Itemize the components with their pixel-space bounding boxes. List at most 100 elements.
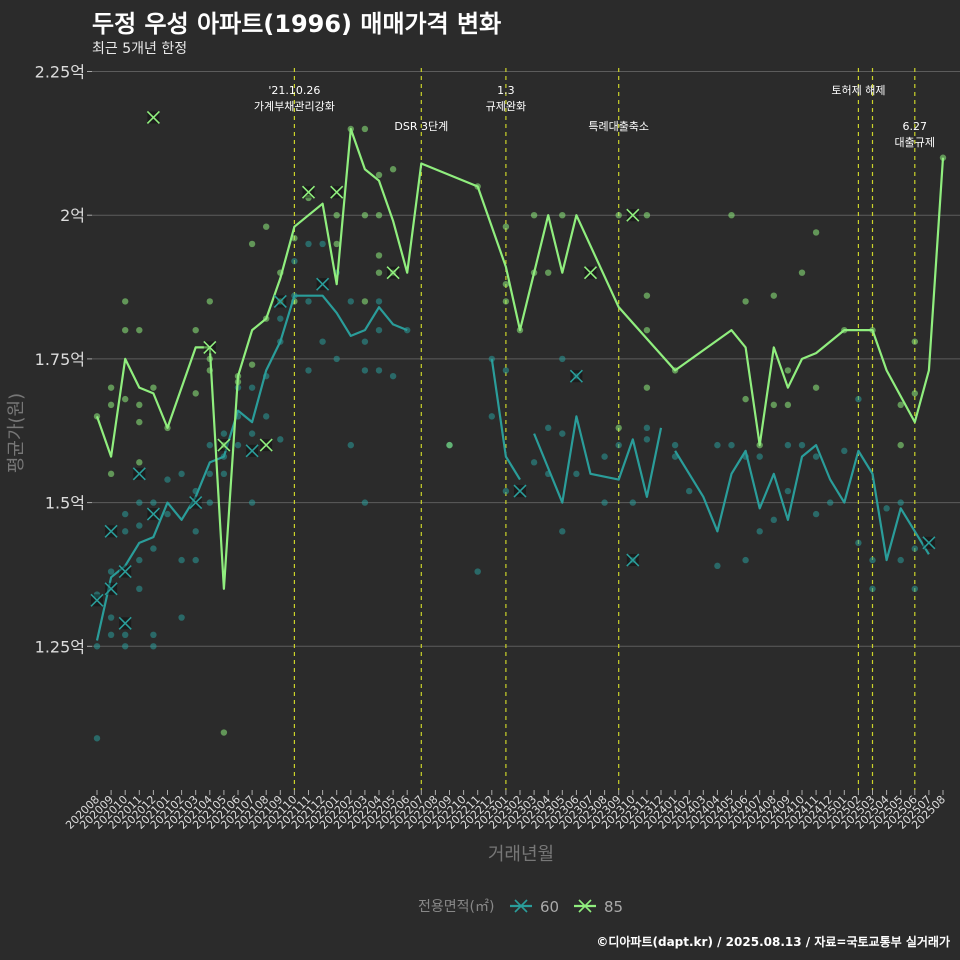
data-point-60 [714,562,721,570]
data-point-60 [784,487,792,495]
data-point-60 [911,545,918,552]
data-point-60 [178,614,185,621]
annotation-label: DSR 3단계 [394,120,448,133]
data-point-85 [389,166,397,173]
legend-title: 전용면적(㎡) [418,899,494,915]
legend-item-85: 85 [574,898,623,916]
data-point-60 [220,430,228,437]
data-point-85 [375,211,383,219]
data-point-85 [798,269,806,276]
data-point-85 [333,211,340,219]
annotation-label: 가계부채관리강화 [254,100,335,113]
x-marker-85 [626,208,640,222]
data-point-60 [911,585,918,593]
data-point-60 [559,528,566,535]
data-point-60 [291,257,298,265]
data-point-60 [93,643,101,650]
data-point-60 [248,499,256,506]
legend-item-60: 60 [510,898,559,916]
data-point-85 [375,252,383,259]
average-price-lines [95,127,945,641]
data-point-85 [122,326,129,334]
data-point-60 [122,528,129,535]
y-tick-label: 2억 [60,206,85,225]
data-point-85 [446,441,453,449]
marker-cross [513,484,527,498]
marker-cross [583,266,598,280]
marker-cross [245,444,259,458]
data-point-60 [164,510,171,518]
data-point-60 [897,499,904,506]
data-point-60 [855,539,862,547]
legend: 전용면적(㎡) 60 85 [418,898,623,916]
data-point-60 [756,453,763,460]
data-point-60 [206,441,213,449]
data-point-60 [206,499,213,506]
marker-cross [132,467,146,481]
data-point-60 [150,545,157,552]
data-point-60 [136,522,143,529]
data-point-60 [770,516,777,524]
x-marker-60 [569,369,583,383]
marker-cross [569,369,583,383]
x-marker-60 [922,536,936,550]
x-marker-85 [330,185,344,199]
data-point-60 [812,510,820,518]
data-point-60 [305,240,312,248]
data-point-60 [601,453,608,460]
data-point-85 [220,729,228,736]
data-point-85 [136,401,143,409]
marker-cross [118,565,132,579]
data-point-85 [361,125,369,133]
data-point-85 [897,401,904,409]
x-marker-60 [104,582,118,596]
legend-label: 85 [604,898,623,916]
marker-cross [189,496,203,510]
data-point-85 [742,298,749,305]
data-point-60 [855,395,862,403]
y-tick-label: 2.25억 [35,62,85,81]
data-point-60 [136,585,143,593]
data-point-60 [277,315,284,322]
x-marker-60 [146,507,160,521]
data-point-85 [728,211,735,219]
data-point-60 [136,556,143,564]
marker-cross [386,266,400,280]
data-point-85 [770,292,777,299]
data-point-60 [305,298,312,305]
series-line-60 [533,415,663,504]
data-point-60 [192,556,199,564]
data-point-60 [756,528,763,535]
data-point-60 [714,441,721,449]
data-point-60 [545,424,552,432]
legend-swatch-cross [578,899,592,913]
data-point-85 [361,211,369,219]
marker-cross [146,110,160,125]
data-point-60 [643,424,651,432]
data-point-60 [375,326,383,334]
data-point-60 [234,441,242,449]
policy-annotation-lines [293,68,916,790]
data-point-60 [502,487,510,495]
data-point-85 [305,194,312,202]
data-point-85 [812,229,820,236]
data-point-60 [573,470,580,478]
data-point-60 [107,631,115,639]
x-marker-60 [118,616,132,630]
transaction-markers [90,110,936,630]
data-point-60 [671,441,679,449]
x-axis-label: 거래년월 [488,844,554,865]
annotation-label: 특례대출축소 [588,120,649,133]
data-point-60 [361,338,369,345]
x-marker-85 [583,266,598,280]
series-line-60 [95,294,408,641]
data-point-60 [122,510,129,518]
data-point-85 [150,384,157,391]
y-axis-label: 평균가(원) [6,393,27,473]
series-line-60 [490,358,521,481]
x-marker-60 [104,524,118,538]
data-point-85 [812,384,820,391]
data-point-85 [643,211,651,219]
data-point-60 [375,298,383,305]
data-point-85 [248,240,256,248]
